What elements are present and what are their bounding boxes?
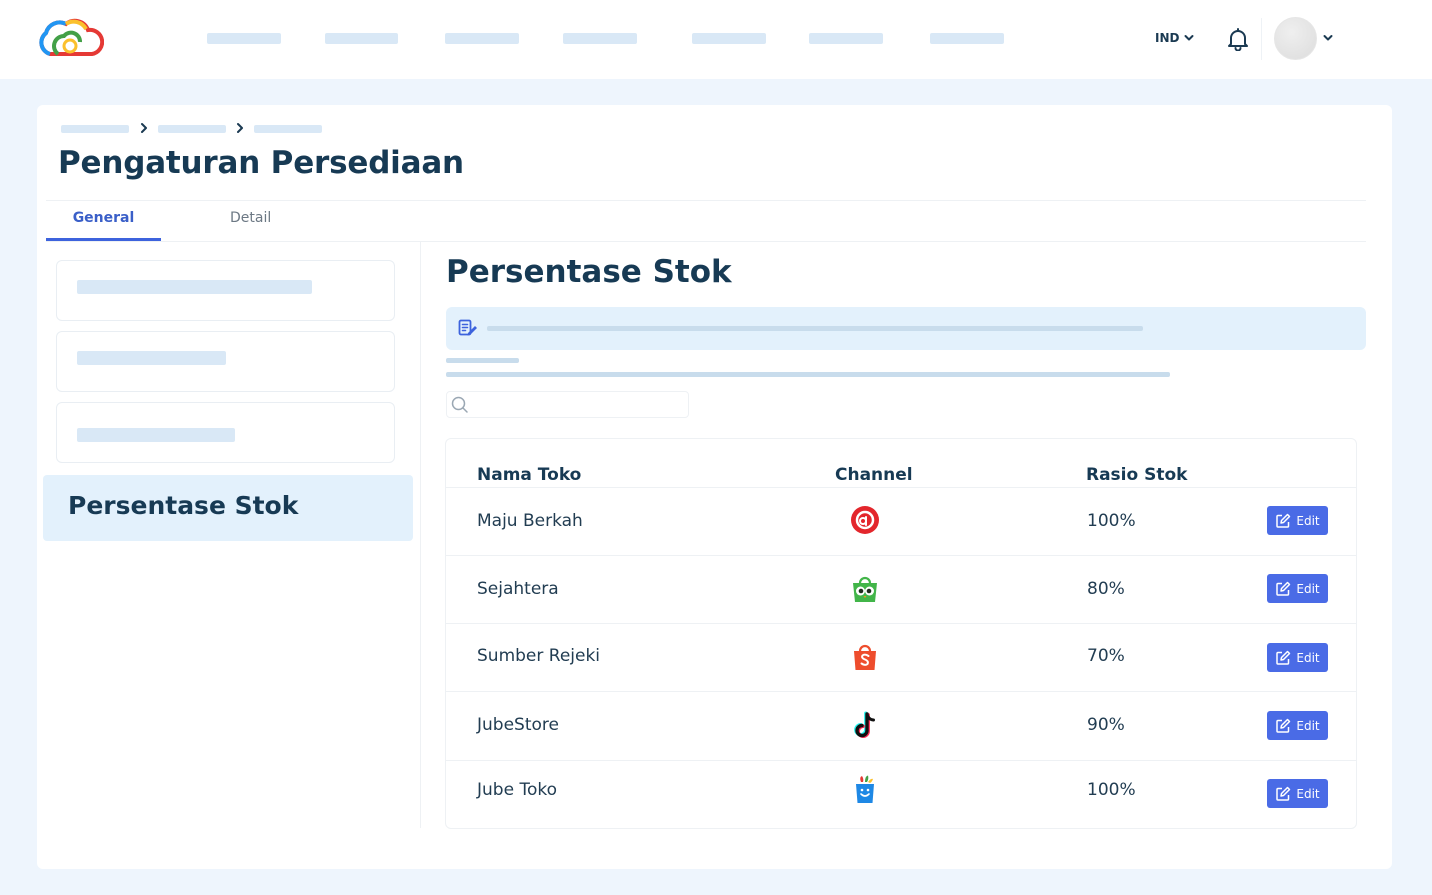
column-divider [420, 242, 421, 828]
stock-ratio: 90% [1087, 715, 1125, 735]
edit-button-label: Edit [1296, 650, 1320, 665]
edit-document-icon [458, 319, 477, 336]
nav-item-1[interactable] [207, 33, 281, 44]
description-line [446, 358, 519, 363]
description-line [446, 372, 1170, 377]
edit-icon [1276, 513, 1291, 528]
stock-ratio: 70% [1087, 646, 1125, 666]
info-text [487, 326, 1143, 331]
sidebar-item-label [77, 280, 312, 294]
notification-bell-icon[interactable] [1227, 27, 1249, 51]
column-header-channel: Channel [835, 465, 913, 485]
shopee-icon [854, 644, 876, 670]
jube-icon [856, 775, 874, 803]
edit-button[interactable]: Edit [1267, 574, 1328, 603]
table-row: Sejahtera 80% Edit [446, 555, 1356, 623]
nav-item-3[interactable] [445, 33, 519, 44]
breadcrumb-item[interactable] [254, 125, 322, 133]
edit-icon [1276, 786, 1291, 801]
search-input[interactable] [446, 391, 689, 418]
stock-ratio: 100% [1087, 780, 1136, 800]
sidebar-item[interactable] [56, 402, 395, 463]
store-name: Sumber Rejeki [477, 646, 601, 666]
tiktok-icon [854, 711, 875, 738]
tab-general[interactable]: General [46, 210, 161, 241]
edit-button[interactable]: Edit [1267, 643, 1328, 672]
cloud-logo-icon[interactable] [36, 16, 104, 60]
stock-ratio: 80% [1087, 579, 1125, 599]
sidebar-item-label [77, 428, 235, 442]
chevron-down-icon[interactable] [1323, 31, 1333, 45]
column-header-rasio-stok: Rasio Stok [1086, 465, 1188, 485]
store-stock-table: Nama Toko Channel Rasio Stok Maju Berkah… [445, 438, 1357, 829]
nav-item-5[interactable] [692, 33, 766, 44]
section-title: Persentase Stok [446, 254, 732, 290]
sidebar-item[interactable] [56, 260, 395, 321]
sidebar-item-label [77, 351, 226, 365]
edit-icon [1276, 650, 1291, 665]
info-banner [446, 307, 1366, 350]
user-avatar[interactable] [1274, 17, 1317, 60]
top-navbar: IND [0, 0, 1432, 79]
store-name: Maju Berkah [477, 511, 583, 531]
edit-icon [1276, 718, 1291, 733]
divider [46, 200, 1366, 201]
sidebar-item[interactable] [56, 331, 395, 392]
sidebar-item-label: Persentase Stok [68, 491, 299, 520]
edit-button[interactable]: Edit [1267, 779, 1328, 808]
header-divider [1261, 18, 1262, 60]
nav-item-6[interactable] [809, 33, 883, 44]
store-name: JubeStore [477, 715, 559, 735]
edit-button[interactable]: Edit [1267, 711, 1328, 740]
edit-button[interactable]: Edit [1267, 506, 1328, 535]
tab-detail[interactable]: Detail [230, 210, 272, 226]
chevron-down-icon[interactable] [1184, 31, 1194, 45]
nav-item-2[interactable] [325, 33, 398, 44]
column-header-nama-toko: Nama Toko [477, 465, 582, 485]
breadcrumb-item[interactable] [158, 125, 226, 133]
table-row: Jube Toko 100% Edit [446, 760, 1356, 828]
stock-ratio: 100% [1087, 511, 1136, 531]
table-row: JubeStore 90% Edit [446, 691, 1356, 760]
nav-item-7[interactable] [930, 33, 1004, 44]
table-row: Maju Berkah 100% Edit [446, 487, 1356, 555]
blibli-icon [851, 506, 879, 534]
divider [46, 241, 1366, 242]
search-icon [451, 396, 468, 413]
store-name: Sejahtera [477, 579, 559, 599]
breadcrumb-item[interactable] [61, 125, 129, 133]
edit-button-label: Edit [1296, 786, 1320, 801]
page-title: Pengaturan Persediaan [58, 145, 464, 181]
table-row: Sumber Rejeki 70% Edit [446, 623, 1356, 691]
language-selector[interactable]: IND [1155, 31, 1180, 45]
edit-icon [1276, 581, 1291, 596]
chevron-right-icon [141, 123, 147, 133]
tokopedia-icon [853, 576, 877, 602]
store-name: Jube Toko [477, 780, 557, 800]
sidebar-item-persentase-stok[interactable]: Persentase Stok [43, 475, 413, 541]
nav-item-4[interactable] [563, 33, 637, 44]
edit-button-label: Edit [1296, 718, 1320, 733]
edit-button-label: Edit [1296, 513, 1320, 528]
edit-button-label: Edit [1296, 581, 1320, 596]
chevron-right-icon [237, 123, 243, 133]
